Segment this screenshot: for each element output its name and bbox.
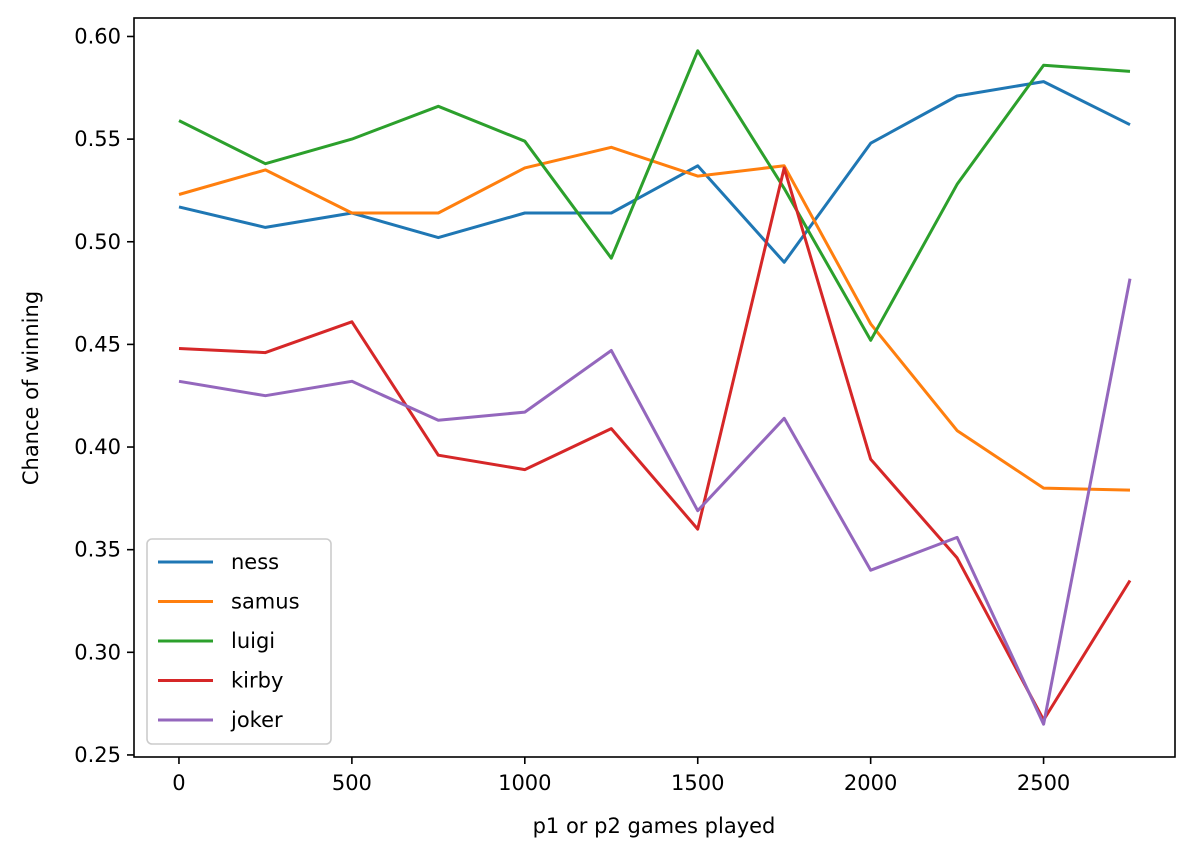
x-tick-label: 500 (332, 771, 372, 795)
legend-label-joker: joker (230, 708, 283, 732)
plot-area (133, 17, 1176, 758)
y-tick-label: 0.30 (74, 640, 121, 664)
x-tick-label: 0 (172, 771, 185, 795)
legend-box (146, 538, 332, 745)
legend-label-luigi: luigi (231, 629, 275, 653)
x-tick-label: 2000 (844, 771, 897, 795)
series-line-luigi (178, 49, 1131, 342)
y-tick-label: 0.45 (74, 332, 121, 356)
y-axis-label: Chance of winning (19, 291, 43, 485)
series-line-samus (178, 145, 1131, 492)
y-tick-label: 0.60 (74, 24, 121, 48)
y-axis-ticks: 0.25 0.30 0.35 0.40 0.45 0.50 0.55 0.60 (74, 24, 134, 767)
series-line-joker (178, 278, 1132, 726)
legend-label-ness: ness (231, 550, 279, 574)
x-axis-label: p1 or p2 games played (533, 814, 776, 838)
legend-label-kirby: kirby (231, 669, 283, 693)
x-tick-label: 1000 (498, 771, 551, 795)
y-tick-label: 0.55 (74, 127, 121, 151)
series-line-kirby (178, 166, 1132, 722)
y-tick-label: 0.35 (74, 538, 121, 562)
y-tick-label: 0.40 (74, 435, 121, 459)
legend-label-samus: samus (231, 590, 300, 614)
legend: ness samus luigi kirby joker (146, 538, 332, 745)
x-tick-label: 2500 (1017, 771, 1070, 795)
y-tick-label: 0.25 (74, 743, 121, 767)
x-axis-ticks: 0 500 1000 1500 2000 2500 (172, 757, 1070, 795)
y-tick-label: 0.50 (74, 230, 121, 254)
series-line-ness (178, 80, 1131, 264)
x-tick-label: 1500 (671, 771, 724, 795)
axes-frame (133, 17, 1176, 758)
